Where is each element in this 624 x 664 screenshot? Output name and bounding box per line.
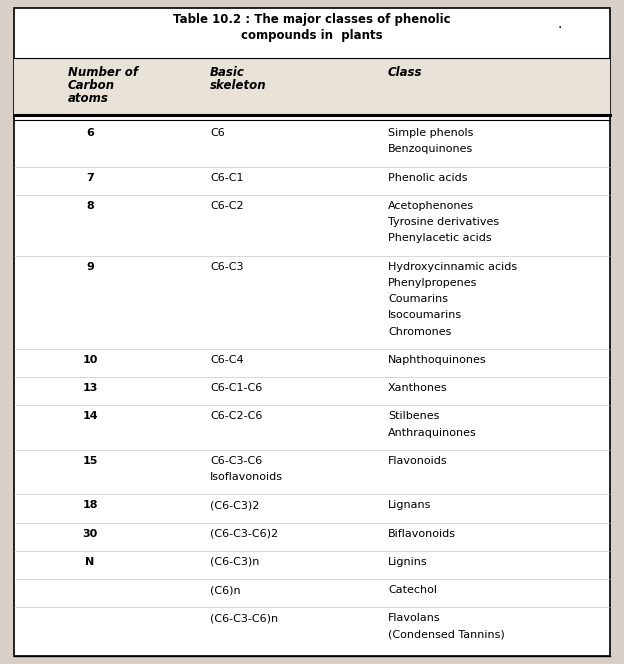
Text: C6-C2-C6: C6-C2-C6 (210, 412, 262, 422)
Text: 30: 30 (82, 529, 97, 539)
Text: skeleton: skeleton (210, 79, 266, 92)
Text: Class: Class (388, 66, 422, 79)
Text: C6-C1-C6: C6-C1-C6 (210, 383, 262, 393)
Text: Carbon: Carbon (68, 79, 115, 92)
Text: (C6-C3)n: (C6-C3)n (210, 557, 260, 567)
Text: ·: · (558, 21, 562, 35)
Text: (C6-C3-C6)n: (C6-C3-C6)n (210, 614, 278, 623)
Text: Lignans: Lignans (388, 501, 431, 511)
Text: 14: 14 (82, 412, 98, 422)
Text: Flavolans: Flavolans (388, 614, 441, 623)
Text: Number of: Number of (68, 66, 138, 79)
Text: (C6-C3)2: (C6-C3)2 (210, 501, 260, 511)
Text: Lignins: Lignins (388, 557, 427, 567)
Text: Anthraquinones: Anthraquinones (388, 428, 477, 438)
Text: Stilbenes: Stilbenes (388, 412, 439, 422)
Text: 8: 8 (86, 201, 94, 210)
Text: Chromones: Chromones (388, 327, 451, 337)
Text: Naphthoquinones: Naphthoquinones (388, 355, 487, 365)
Text: Acetophenones: Acetophenones (388, 201, 474, 210)
Text: Hydroxycinnamic acids: Hydroxycinnamic acids (388, 262, 517, 272)
Text: Phenolic acids: Phenolic acids (388, 173, 467, 183)
Text: C6-C3: C6-C3 (210, 262, 243, 272)
Text: C6-C3-C6: C6-C3-C6 (210, 456, 262, 466)
Text: Table 10.2 : The major classes of phenolic: Table 10.2 : The major classes of phenol… (173, 13, 451, 27)
Text: (C6-C3-C6)2: (C6-C3-C6)2 (210, 529, 278, 539)
Text: Coumarins: Coumarins (388, 294, 448, 304)
Text: atoms: atoms (68, 92, 109, 105)
Bar (14, 58, 610, 115)
Text: Tyrosine derivatives: Tyrosine derivatives (388, 217, 499, 227)
Text: Biflavonoids: Biflavonoids (388, 529, 456, 539)
Text: Isocoumarins: Isocoumarins (388, 310, 462, 320)
Text: C6-C1: C6-C1 (210, 173, 243, 183)
Text: Catechol: Catechol (388, 585, 437, 595)
Text: Phenylpropenes: Phenylpropenes (388, 278, 477, 288)
Text: C6-C4: C6-C4 (210, 355, 243, 365)
Text: (C6)n: (C6)n (210, 585, 241, 595)
Text: Flavonoids: Flavonoids (388, 456, 447, 466)
Text: 18: 18 (82, 501, 98, 511)
Text: 13: 13 (82, 383, 98, 393)
Text: Xanthones: Xanthones (388, 383, 447, 393)
Text: Isoflavonoids: Isoflavonoids (210, 472, 283, 482)
Text: (Condensed Tannins): (Condensed Tannins) (388, 629, 505, 639)
Text: compounds in  plants: compounds in plants (241, 29, 383, 42)
Text: C6: C6 (210, 128, 225, 138)
Text: 15: 15 (82, 456, 98, 466)
Text: Simple phenols: Simple phenols (388, 128, 474, 138)
Text: 9: 9 (86, 262, 94, 272)
Text: Phenylacetic acids: Phenylacetic acids (388, 233, 492, 243)
Text: 6: 6 (86, 128, 94, 138)
Text: N: N (85, 557, 95, 567)
Text: Benzoquinones: Benzoquinones (388, 144, 473, 154)
Text: 7: 7 (86, 173, 94, 183)
Text: 10: 10 (82, 355, 98, 365)
Text: C6-C2: C6-C2 (210, 201, 243, 210)
Text: Basic: Basic (210, 66, 245, 79)
